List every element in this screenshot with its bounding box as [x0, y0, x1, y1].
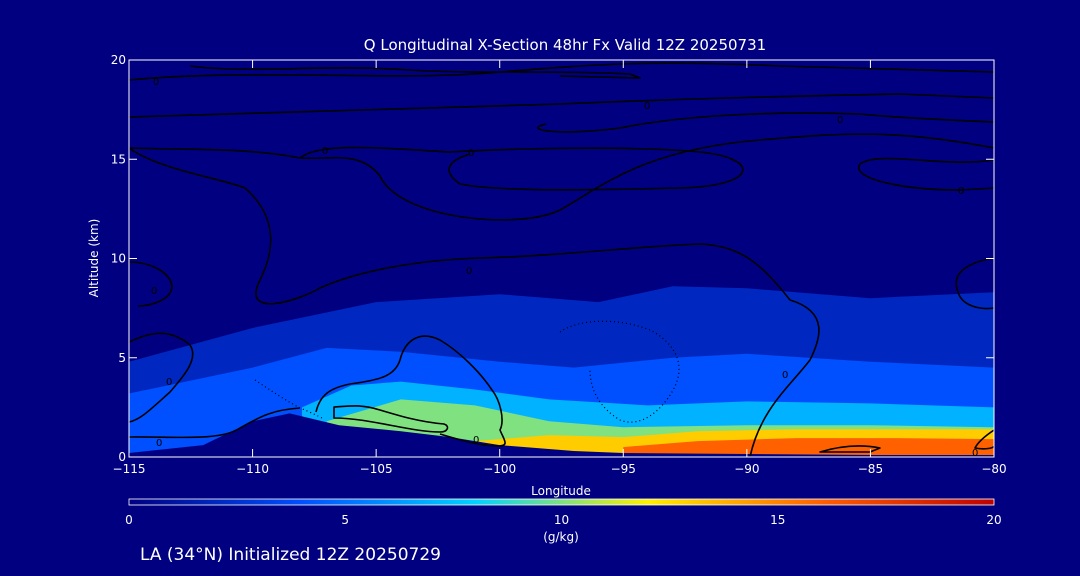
contour-label: 0 — [468, 148, 474, 159]
colorbar-tick-label: 15 — [770, 513, 785, 527]
contour-lines — [129, 62, 994, 457]
y-axis-label: Altitude (km) — [87, 219, 101, 298]
contour-line — [129, 133, 994, 221]
contour-line — [537, 112, 994, 133]
contour-line — [955, 257, 994, 310]
contour-line — [129, 261, 173, 307]
contour-line — [129, 407, 301, 439]
contour-line — [857, 157, 994, 191]
footer-label: LA (34°N) Initialized 12Z 20250729 — [140, 545, 441, 565]
contour-label: 0 — [151, 286, 157, 297]
contour-label: 0 — [958, 186, 964, 197]
y-tick-label: 20 — [111, 53, 126, 67]
x-tick-label: −85 — [858, 462, 883, 476]
colorbar-ticks: 0 5 10 15 20 — [125, 513, 1001, 527]
contour-line — [129, 332, 194, 423]
moisture-layer — [623, 438, 994, 457]
contour-label: 0 — [837, 115, 843, 126]
y-tick-label: 15 — [111, 152, 126, 166]
contour-label: 0 — [782, 370, 788, 381]
x-tick-label: −90 — [734, 462, 759, 476]
colorbar-tick-label: 20 — [986, 513, 1001, 527]
contour-line — [189, 65, 641, 79]
x-axis: −115 −110 −105 −100 −95 −90 −85 −80 — [113, 60, 1007, 476]
contour-label: 0 — [972, 448, 978, 459]
chart-title: Q Longitudinal X-Section 48hr Fx Valid 1… — [364, 36, 766, 54]
contour-label: 0 — [322, 146, 328, 157]
colorbar-tick-label: 5 — [341, 513, 349, 527]
contour-label: 0 — [473, 435, 479, 446]
contour-label: 0 — [644, 101, 650, 112]
contour-line — [333, 405, 449, 433]
x-tick-label: −95 — [611, 462, 636, 476]
moisture-layers — [129, 286, 994, 457]
contour-label: 0 — [466, 266, 472, 277]
x-axis-label: Longitude — [531, 484, 591, 498]
x-tick-label: −115 — [113, 462, 146, 476]
contour-label: 0 — [153, 77, 159, 88]
contour-label: 0 — [166, 377, 172, 388]
contour-line — [129, 93, 994, 118]
colorbar-tick-label: 0 — [125, 513, 133, 527]
x-tick-label: −105 — [360, 462, 393, 476]
colorbar-tick-label: 10 — [554, 513, 569, 527]
terrain-surface — [129, 413, 994, 457]
y-axis: 0 5 10 15 20 — [111, 53, 994, 464]
contour-line — [819, 445, 881, 453]
contour-line — [299, 146, 744, 191]
colorbar-units: (g/kg) — [543, 530, 579, 544]
x-tick-label: −80 — [981, 462, 1006, 476]
contour-labels: 0 0 0 0 0 0 0 0 0 0 0 0 0 — [151, 77, 978, 459]
contour-line — [315, 335, 506, 447]
x-tick-label: −110 — [236, 462, 269, 476]
contour-line — [129, 147, 820, 457]
x-tick-label: −100 — [483, 462, 516, 476]
contour-line — [974, 429, 994, 450]
y-tick-label: 5 — [118, 351, 126, 365]
y-tick-label: 0 — [118, 450, 126, 464]
y-tick-label: 10 — [111, 252, 126, 266]
contour-label: 0 — [156, 438, 162, 449]
contour-line-dotted — [254, 379, 323, 419]
colorbar — [128, 498, 995, 506]
